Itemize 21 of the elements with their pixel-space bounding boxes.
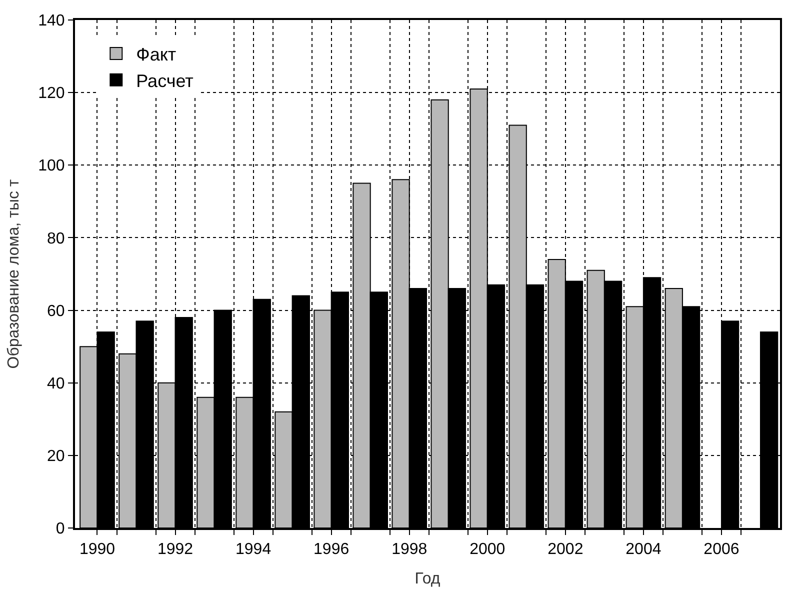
x-tick-label: 1994 <box>236 541 272 558</box>
y-tick-label: 120 <box>38 85 65 102</box>
y-tick-label: 40 <box>47 375 65 392</box>
legend-label: Факт <box>136 44 176 64</box>
y-tick-label: 60 <box>47 302 65 320</box>
x-tick-label: 2006 <box>704 541 740 558</box>
y-axis-title: Образование лома, тыс т <box>5 178 22 369</box>
x-tick-label: 2004 <box>626 541 662 558</box>
x-tick-label: 1990 <box>79 541 116 558</box>
y-tick-label: 20 <box>47 448 65 466</box>
x-tick-label: 2002 <box>548 541 584 558</box>
y-tick-label: 80 <box>47 230 65 248</box>
x-tick-label: 2000 <box>470 541 506 558</box>
x-axis-title: Год <box>414 570 441 588</box>
y-tick-label: 100 <box>38 158 65 175</box>
x-tick-label: 1998 <box>392 541 428 558</box>
x-tick-label: 1992 <box>157 541 194 558</box>
y-tick-label: 140 <box>38 12 65 30</box>
legend-label: Расчет <box>136 70 194 91</box>
y-tick-label: 0 <box>56 520 65 538</box>
x-tick-label: 1996 <box>314 541 350 558</box>
